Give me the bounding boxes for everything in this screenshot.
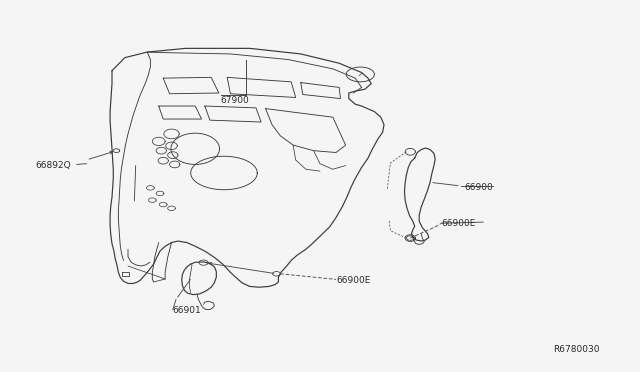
Text: 67900: 67900 — [221, 96, 250, 105]
Text: 66900E: 66900E — [336, 276, 371, 285]
Text: 66901: 66901 — [173, 306, 202, 315]
Text: R6780030: R6780030 — [554, 345, 600, 354]
Text: 66900E: 66900E — [442, 219, 476, 228]
Text: 66900: 66900 — [464, 183, 493, 192]
Text: 66892Q: 66892Q — [35, 161, 71, 170]
